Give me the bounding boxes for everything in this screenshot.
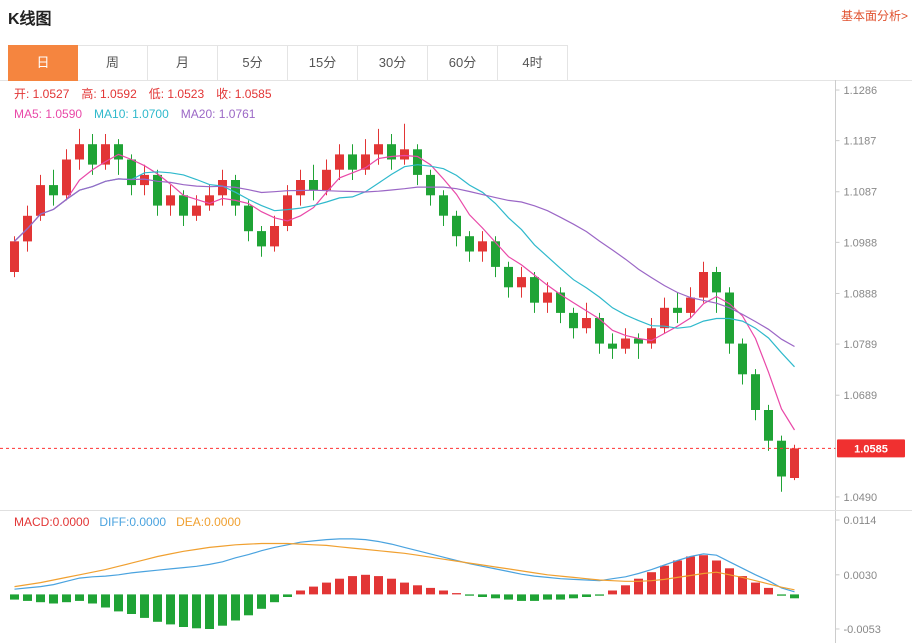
interval-tabs: 日周月 5分 15分 30分 60分 4时 bbox=[0, 45, 912, 81]
svg-text:1.0689: 1.0689 bbox=[844, 390, 878, 402]
svg-text:0.0030: 0.0030 bbox=[844, 570, 878, 582]
svg-text:1.1286: 1.1286 bbox=[844, 85, 878, 97]
tab-month[interactable]: 月 bbox=[148, 45, 218, 81]
tab-min30[interactable]: 30分 bbox=[358, 45, 428, 81]
svg-text:1.0789: 1.0789 bbox=[844, 339, 878, 351]
fundamental-analysis-link[interactable]: 基本面分析> bbox=[840, 9, 908, 23]
tab-week[interactable]: 周 bbox=[78, 45, 148, 81]
svg-text:-0.0053: -0.0053 bbox=[844, 624, 881, 636]
svg-text:1.0988: 1.0988 bbox=[844, 237, 878, 249]
tab-day[interactable]: 日 bbox=[8, 45, 78, 81]
kline-chart-canvas[interactable]: 1.1286 1.1187 1.1087 1.0988 1.0888 1.0789 1.06… bbox=[0, 80, 912, 643]
page-title: K线图 bbox=[8, 11, 52, 28]
svg-text:1.0888: 1.0888 bbox=[844, 288, 878, 300]
tab-min60[interactable]: 60分 bbox=[428, 45, 498, 81]
svg-text:0.0114: 0.0114 bbox=[844, 515, 877, 527]
tab-min5[interactable]: 5分 bbox=[218, 45, 288, 81]
svg-text:1.0585: 1.0585 bbox=[854, 443, 888, 455]
tab-min15[interactable]: 15分 bbox=[288, 45, 358, 81]
svg-text:1.0490: 1.0490 bbox=[844, 492, 878, 504]
svg-text:1.1087: 1.1087 bbox=[844, 187, 878, 199]
svg-text:1.1187: 1.1187 bbox=[844, 136, 877, 148]
tab-hour4[interactable]: 4时 bbox=[498, 45, 568, 81]
